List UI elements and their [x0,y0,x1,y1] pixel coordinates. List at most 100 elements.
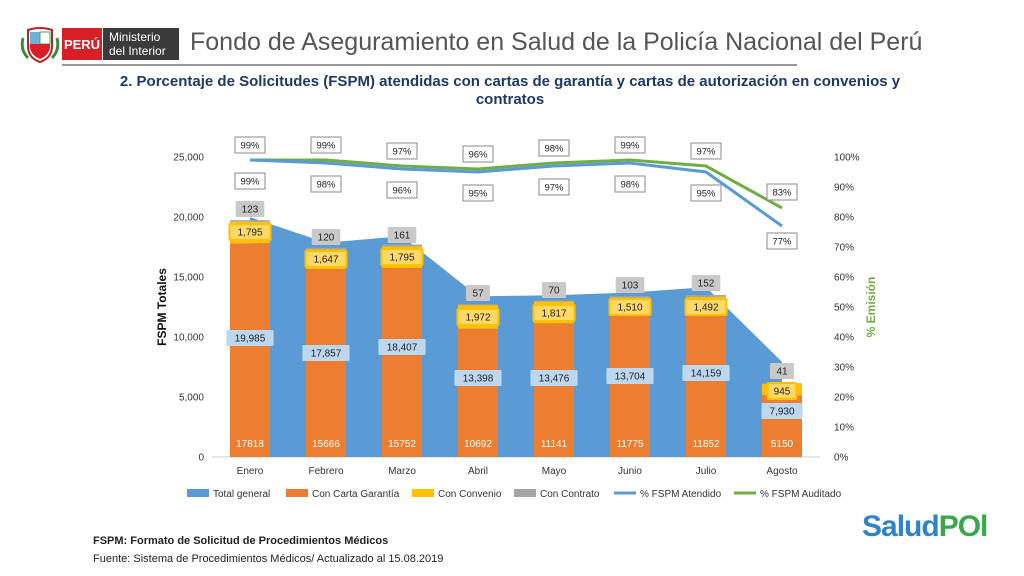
bar-con-contrato [534,300,574,302]
atendido-label: 95% [468,189,488,200]
carta-garantia-label: 11852 [692,439,720,450]
bar-con-contrato [458,304,498,306]
x-tick-label: Julio [696,466,717,477]
auditado-label-box [690,142,722,160]
y2-tick-label: 90% [834,183,854,194]
total-general-label-box [606,368,654,384]
y-tick-label: 20,000 [173,213,204,224]
contrato-label-box [615,277,645,293]
legend-label-total-general: Total general [213,489,270,500]
legend-swatch-con-contrato [514,489,536,497]
contrato-label: 120 [318,233,335,244]
contrato-label: 152 [698,279,715,290]
footer-source: Fuente: Sistema de Procedimientos Médico… [93,553,444,565]
x-tick-label: Junio [618,466,642,477]
bar-con-contrato [306,247,346,250]
atendido-label: 95% [696,189,716,200]
bar-con-carta-garant-a [534,323,574,457]
contrato-label-box [691,275,721,291]
line-fspm-atendido [249,158,783,228]
carta-garantia-label: 17818 [236,439,264,450]
logo-part1: Salud [862,510,940,543]
auditado-label-box [310,136,342,154]
carta-garantia-label: 5150 [771,439,794,450]
total-general-label-box [454,370,502,386]
total-general-label-box [530,370,578,386]
contrato-label-box [387,227,417,243]
bar-con-carta-garant-a [686,314,726,457]
bar-con-carta-garant-a [230,243,270,457]
atendido-label: 98% [316,180,336,191]
x-tick-label: Marzo [388,466,416,477]
y2-tick-label: 100% [834,153,860,164]
atendido-label-box [690,184,722,202]
legend-label-fspm-auditado: % FSPM Auditado [760,489,842,500]
bar-con-carta-garant-a [306,269,346,457]
convenio-label-box [456,308,500,326]
carta-garantia-label: 15666 [312,439,340,450]
total-general-label-box [226,330,274,346]
y2-tick-label: 20% [834,393,854,404]
bar-con-carta-garant-a [610,315,650,457]
total-general-label: 13,704 [615,372,646,383]
peru-badge: PERÚ [62,28,102,60]
auditado-label: 99% [316,141,336,152]
legend-label-con-convenio: Con Convenio [438,489,502,500]
total-general-label-box [378,339,426,355]
auditado-label: 96% [468,150,488,161]
total-general-label: 19,985 [235,334,266,345]
atendido-label: 96% [392,186,412,197]
legend-label-con-carta-garant-a: Con Carta Garantía [312,489,400,500]
saludpol-logo: SaludPOl [862,510,989,544]
y-tick-label: 25,000 [173,153,204,164]
x-tick-label: Abril [468,466,488,477]
auditado-label-box [386,142,418,160]
carta-garantia-label: 11775 [616,439,644,450]
ministry-line2: del Interior [109,44,166,58]
x-tick-label: Febrero [308,466,343,477]
legend-label-fspm-atendido: % FSPM Atendido [640,489,722,500]
y2-tick-label: 70% [834,243,854,254]
carta-garantia-label: 11141 [541,439,568,450]
auditado-label: 99% [620,141,640,152]
total-general-label: 14,159 [691,369,722,380]
y-tick-label: 0 [198,453,204,464]
auditado-label: 83% [772,188,792,199]
y2-tick-label: 60% [834,273,854,284]
contrato-label-box [466,285,490,301]
total-general-label: 17,857 [311,349,342,360]
convenio-label: 1,492 [693,303,718,314]
legend-swatch-total-general [187,489,209,497]
auditado-label: 98% [544,144,564,155]
contrato-label: 103 [622,281,639,292]
line-fspm-auditado [250,158,783,210]
ministry-badge: Ministerio del Interior [103,28,179,60]
atendido-label: 97% [544,183,564,194]
convenio-label-box [380,248,424,266]
atendido-label-box [462,184,494,202]
bar-con-carta-garant-a [382,267,422,457]
logo-part2: POl [938,510,989,543]
atendido-label-box [614,175,646,193]
contrato-label: 161 [394,231,411,242]
legend-swatch-con-carta-garant-a [286,489,308,497]
convenio-label-box [684,298,728,316]
convenio-label: 1,795 [389,253,414,264]
contrato-label-box [311,229,341,245]
convenio-label: 1,972 [465,313,490,324]
atendido-label-box [234,172,266,190]
total-general-label: 13,476 [539,374,570,385]
contrato-label: 57 [472,289,484,300]
x-tick-label: Agosto [766,466,798,477]
y2-tick-label: 50% [834,303,854,314]
y-tick-label: 5,000 [179,393,204,404]
total-general-label: 18,407 [387,343,418,354]
convenio-label: 1,817 [541,309,566,320]
atendido-label-box [766,232,798,250]
auditado-label-box [462,145,494,163]
atendido-label-box [538,178,570,196]
contrato-label: 41 [776,367,788,378]
x-tick-label: Enero [237,466,264,477]
atendido-label-box [310,175,342,193]
